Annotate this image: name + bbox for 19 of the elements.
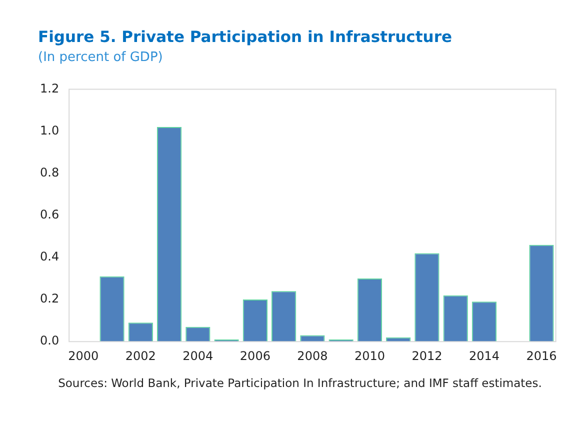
y-tick-label: 1.2 — [40, 81, 60, 96]
y-tick-label: 1.0 — [40, 123, 60, 138]
y-tick-label: 0.6 — [40, 208, 60, 222]
chart-title: Figure 5. Private Participation in Infrastructure — [38, 28, 452, 46]
x-tick-label: 2004 — [182, 348, 214, 363]
x-tick-label: 2008 — [297, 348, 328, 363]
x-tick-label: 2012 — [412, 348, 442, 363]
x-tick-label: 2010 — [354, 348, 385, 363]
y-tick-label: 0.0 — [40, 334, 60, 348]
chart-subtitle: (In percent of GDP) — [38, 50, 163, 65]
y-tick-label: 0.2 — [40, 292, 60, 306]
x-tick-label: 2014 — [468, 348, 500, 363]
x-tick-label: 2006 — [240, 348, 270, 363]
x-tick-label: 2016 — [526, 348, 557, 363]
source-note: Sources: World Bank, Private Participation In Infrastructure; and IMF staff estimates. — [57, 376, 543, 390]
x-tick-label: 2000 — [68, 348, 99, 363]
x-tick-label: 2002 — [125, 348, 156, 363]
y-tick-label: 0.4 — [40, 250, 60, 264]
y-tick-label: 0.8 — [40, 165, 60, 180]
